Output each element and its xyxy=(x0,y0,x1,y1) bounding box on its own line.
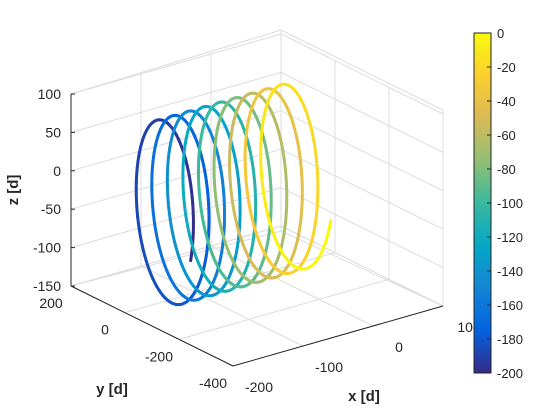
helix-line xyxy=(134,82,333,307)
colorbar: 0 -20 -40 -60 -80 -100 -120 -140 -160 -180 -200 xyxy=(473,26,523,381)
colorbar-tick-label: -40 xyxy=(497,94,516,109)
z-tick-label: 0 xyxy=(53,163,61,179)
colorbar-tick-label: 0 xyxy=(497,26,504,41)
colorbar-ticks: 0 -20 -40 -60 -80 -100 -120 -140 -160 -180 -200 xyxy=(487,26,523,381)
grid-z-back xyxy=(70,71,282,133)
back-pane-xz xyxy=(71,30,281,286)
grid-z-back xyxy=(70,110,282,172)
colorbar-tick-label: -20 xyxy=(497,60,516,75)
axes-box xyxy=(70,29,444,367)
colorbar-tick-label: -180 xyxy=(497,332,523,347)
grid-y-floor xyxy=(70,225,282,287)
z-tick-label: -50 xyxy=(41,201,61,217)
grid-y-floor xyxy=(178,278,390,340)
x-tick-label: -200 xyxy=(245,379,273,395)
z-tick-label: -150 xyxy=(33,278,61,294)
grid-z-side xyxy=(280,148,444,230)
box-edges xyxy=(70,29,444,307)
helix-segment xyxy=(328,219,333,228)
grid-x-floor xyxy=(140,265,304,347)
z-axis-label: z [d] xyxy=(5,175,22,206)
y-tick-label: 0 xyxy=(101,322,109,338)
x-tick-label: -100 xyxy=(315,359,343,375)
x-axis-label: x [d] xyxy=(348,388,380,405)
grid-z-back xyxy=(70,33,282,95)
colorbar-tick-label: -60 xyxy=(497,128,516,143)
grid-z-side xyxy=(280,71,444,153)
z-tick-label: 50 xyxy=(45,124,61,140)
colorbar-tick-label: -80 xyxy=(497,162,516,177)
grid-z-side xyxy=(280,110,444,192)
colorbar-tick-label: -100 xyxy=(497,196,523,211)
grid-z-back xyxy=(70,187,282,249)
x-tick-label: 0 xyxy=(395,339,403,355)
z-tick-label: -100 xyxy=(33,240,61,256)
grid-x-floor xyxy=(210,245,374,327)
axis-lines xyxy=(70,94,444,367)
y-tick-label: -200 xyxy=(145,348,173,364)
colorbar-tick-label: -160 xyxy=(497,298,523,313)
back-pane-yz xyxy=(281,30,443,306)
grid-z-side xyxy=(280,187,444,269)
y-tick-label: -400 xyxy=(199,375,227,391)
colorbar-tick-label: -120 xyxy=(497,230,523,245)
y-axis-label: y [d] xyxy=(96,381,128,398)
y-tick-label: 200 xyxy=(39,295,63,311)
grid-x-floor xyxy=(280,225,444,307)
colorbar-tick-label: -140 xyxy=(497,264,523,279)
z-tick-label: 100 xyxy=(38,86,62,102)
grid-z-side xyxy=(280,33,444,115)
colorbar-tick-label: -200 xyxy=(497,366,523,381)
